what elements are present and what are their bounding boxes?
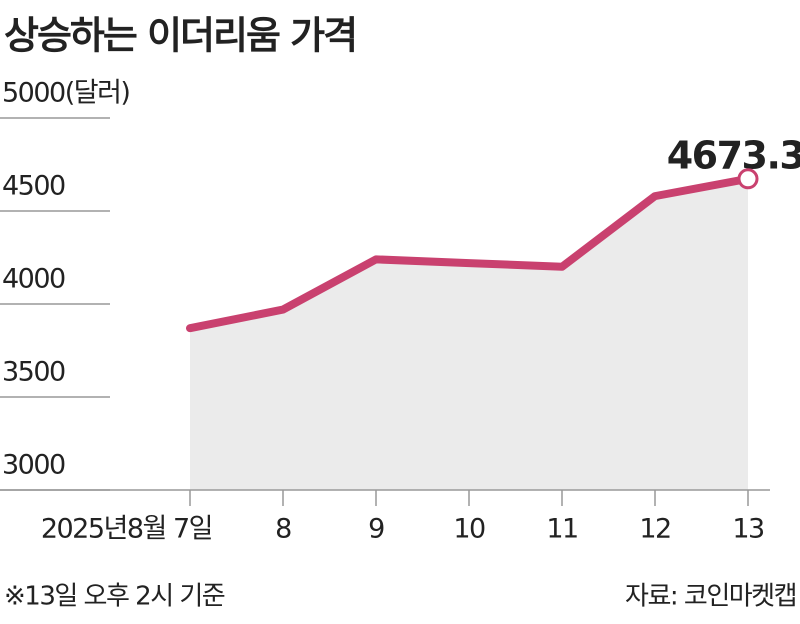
x-tick-label: 2025년8월 7일 bbox=[41, 514, 212, 545]
y-tick-label: 3000 bbox=[2, 450, 65, 481]
y-tick-label: 5000(달러) bbox=[2, 78, 129, 109]
data-label: 4673.31 bbox=[667, 134, 800, 178]
point bbox=[737, 168, 759, 190]
area bbox=[190, 178, 748, 490]
note: ※13일 오후 2시 기준 bbox=[4, 582, 225, 612]
chart-title: 상승하는 이더리움 가격 bbox=[4, 14, 356, 58]
x-tick-label: 9 bbox=[368, 514, 384, 545]
y-tick-label: 3500 bbox=[2, 357, 65, 388]
x-tick-label: 11 bbox=[546, 514, 577, 545]
y-tick-label: 4000 bbox=[2, 264, 65, 295]
line bbox=[186, 174, 752, 333]
source: 자료: 코인마켓캡 bbox=[625, 582, 796, 612]
x-tick-label: 12 bbox=[639, 514, 670, 545]
x-tick-label: 13 bbox=[732, 514, 764, 545]
x-tick-label: 8 bbox=[275, 514, 291, 545]
x-tick-label: 10 bbox=[453, 514, 485, 545]
y-tick-label: 4500 bbox=[2, 171, 65, 202]
